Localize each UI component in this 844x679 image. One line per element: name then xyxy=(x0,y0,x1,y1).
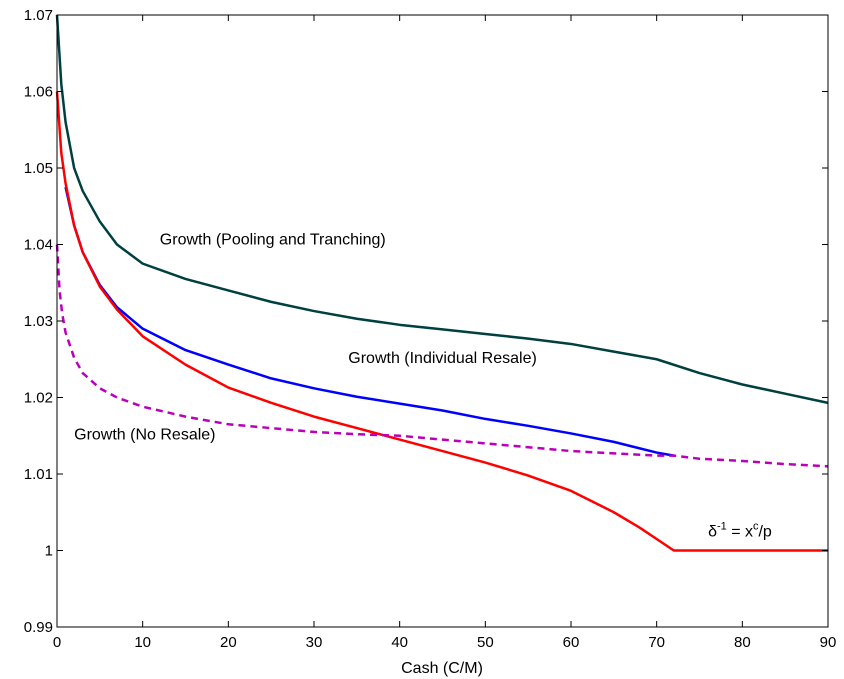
annotations-layer: Growth (Pooling and Tranching) Growth (In… xyxy=(74,232,772,541)
x-tick-label: 10 xyxy=(134,634,151,651)
x-tick-label: 50 xyxy=(477,634,494,651)
series-line-1 xyxy=(55,14,829,405)
x-tick-label: 30 xyxy=(306,634,323,651)
series-annotation: Growth (Pooling and Tranching) xyxy=(160,232,386,249)
series-annotation: Growth (Individual Resale) xyxy=(348,350,537,367)
plot-background xyxy=(57,15,828,627)
x-tick-label: 70 xyxy=(648,634,665,651)
y-tick-label: 1.06 xyxy=(24,84,53,101)
y-tick-label: 0.99 xyxy=(24,619,53,636)
series-layer xyxy=(55,14,829,552)
y-tick-label: 1.05 xyxy=(24,160,53,177)
series-annotation: Growth (No Resale) xyxy=(74,427,215,444)
y-tick-label: 1.03 xyxy=(24,313,53,330)
formula-annotation: δ-1 = xc/p xyxy=(708,521,772,541)
y-tick-label: 1.07 xyxy=(24,7,53,24)
y-tick-label: 1.04 xyxy=(24,237,53,254)
x-tick-label: 0 xyxy=(53,634,61,651)
x-tick-label: 20 xyxy=(220,634,237,651)
ticks-layer: 0 10 20 30 40 50 60 70 80 90 0.99 1 1.01 1.02 1.03 1.04… xyxy=(24,7,837,651)
x-tick-label: 60 xyxy=(563,634,580,651)
y-tick-label: 1.01 xyxy=(24,466,53,483)
x-tick-label: 40 xyxy=(391,634,408,651)
x-axis-label: Cash (C/M) xyxy=(401,660,483,677)
x-tick-label: 90 xyxy=(820,634,837,651)
x-tick-label: 80 xyxy=(734,634,751,651)
series-line-3 xyxy=(55,91,828,552)
series-line-4 xyxy=(55,244,829,468)
y-tick-label: 1.02 xyxy=(24,390,53,407)
y-tick-label: 1 xyxy=(45,543,53,560)
